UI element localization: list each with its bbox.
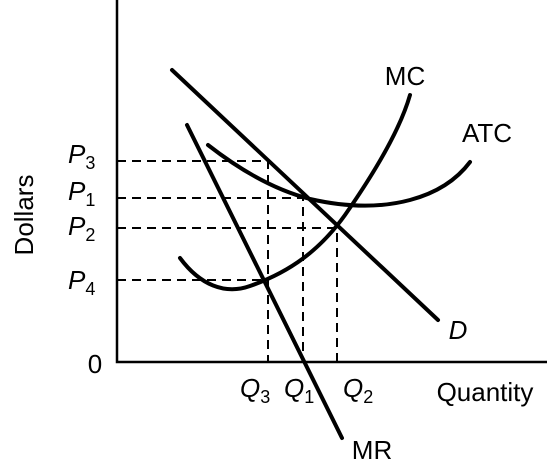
guide-p2-q2 [117, 227, 338, 362]
mc-label: MC [385, 61, 425, 91]
x-axis-label: Quantity [437, 377, 534, 407]
mr-label: MR [352, 435, 392, 465]
quantity-label-letter: Q [240, 373, 260, 403]
price-label-letter: P [68, 139, 86, 169]
quantity-label: Q1 [284, 373, 314, 407]
mc-curve [178, 93, 412, 292]
guide-p3-q3 [117, 160, 269, 362]
price-label-subscript: 4 [85, 279, 95, 299]
price-label-subscript: 2 [85, 225, 95, 245]
quantity-label-letter: Q [284, 373, 304, 403]
origin-label: 0 [88, 349, 102, 379]
quantity-label: Q3 [240, 373, 270, 407]
price-label-letter: P [68, 176, 86, 206]
quantity-label-subscript: 3 [260, 387, 270, 407]
price-label-subscript: 1 [85, 190, 95, 210]
atc-label: ATC [462, 118, 512, 148]
demand-label: D [449, 315, 468, 345]
quantity-label-letter: Q [343, 373, 363, 403]
price-label: P1 [68, 176, 95, 210]
quantity-label-subscript: 1 [304, 387, 314, 407]
quantity-label-subscript: 2 [363, 387, 373, 407]
price-label: P3 [68, 139, 95, 173]
y-axis-label: Dollars [9, 175, 39, 256]
quantity-label: Q2 [343, 373, 373, 407]
atc-curve [206, 143, 472, 208]
price-label: P4 [68, 265, 95, 299]
price-label-subscript: 3 [85, 153, 95, 173]
price-label-letter: P [68, 211, 86, 241]
price-label: P2 [68, 211, 95, 245]
demand-curve [170, 68, 440, 322]
axes [115, 0, 547, 364]
price-label-letter: P [68, 265, 86, 295]
